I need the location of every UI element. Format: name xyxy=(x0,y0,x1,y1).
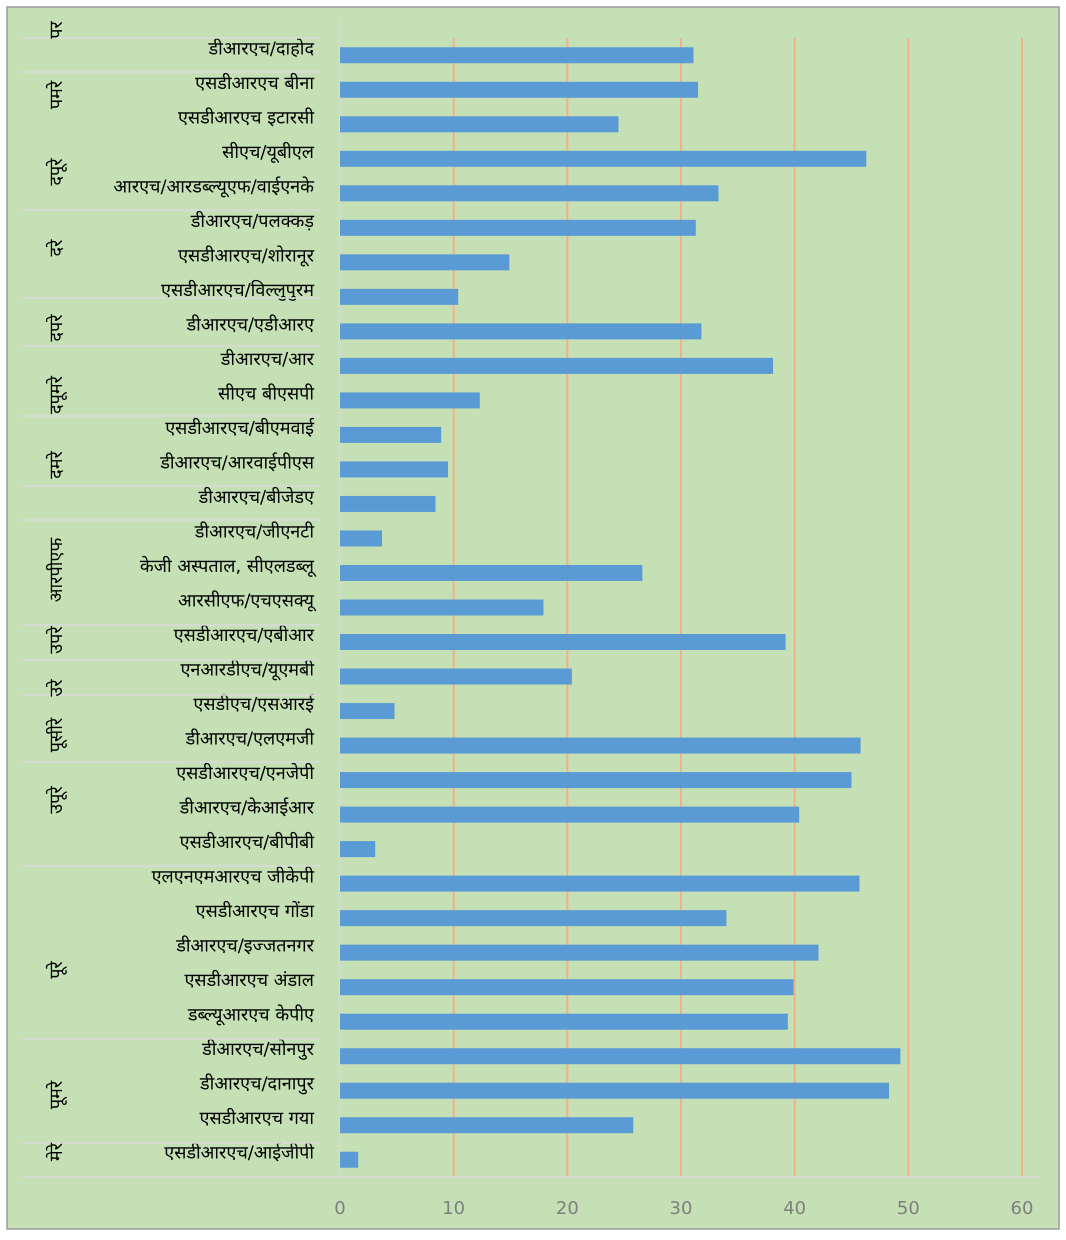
group-label: आरपीएफ xyxy=(45,537,67,603)
group-label: उरे xyxy=(45,679,67,697)
bar xyxy=(340,1048,901,1065)
bar xyxy=(340,944,819,961)
bar xyxy=(340,910,727,927)
bar xyxy=(340,530,383,547)
bar xyxy=(340,288,459,305)
bar xyxy=(340,1117,634,1134)
bar xyxy=(340,81,699,98)
y-tick-label: डीआरएच/सोनपुर xyxy=(201,1038,315,1060)
y-tick-label: एसडीआरएच गोंडा xyxy=(196,900,315,922)
group-label: पमरे xyxy=(45,80,67,109)
bar xyxy=(340,634,786,651)
y-tick-label: आरसीएफ/एचएसक्यू xyxy=(178,590,317,612)
bar xyxy=(340,150,867,167)
group-label: दपरे xyxy=(45,314,67,342)
group-label: दमरे xyxy=(45,451,67,479)
y-tick-label: एसडीआरएच/बीएमवाई xyxy=(165,417,315,439)
y-tick-label: सीएच/यूबीएल xyxy=(222,141,315,163)
bar xyxy=(340,495,436,512)
bar xyxy=(340,1082,890,1099)
x-tick-label: 0 xyxy=(334,1198,345,1219)
y-tick-label: एसडीआरएच अंडाल xyxy=(184,969,314,991)
y-tick-label: केजी अस्पताल, सीएलडब्लू xyxy=(140,555,317,577)
y-tick-label: एनआरडीएच/यूएमबी xyxy=(180,659,314,681)
y-tick-label: डीआरएच/पलक्कड़ xyxy=(190,210,315,232)
bar xyxy=(340,599,544,616)
bar xyxy=(340,772,852,789)
group-label: मेरे xyxy=(45,1142,67,1161)
bar xyxy=(340,392,480,409)
y-tick-label: एसडीआरएच/आईजीपी xyxy=(164,1142,314,1164)
x-tick-label: 20 xyxy=(556,1198,579,1219)
bar xyxy=(340,219,696,236)
y-tick-label: एसडीआरएच बीना xyxy=(195,72,314,94)
group-label: उपूरे xyxy=(45,786,67,814)
y-tick-label: डीआरएच/दाहोद xyxy=(208,37,315,59)
y-tick-label: डीआरएच/दानापुर xyxy=(199,1073,315,1095)
group-label: पूसीरे xyxy=(45,717,67,752)
bar xyxy=(340,1013,788,1030)
y-tick-label: आरएच/आरडब्ल्यूएफ/वाईएनके xyxy=(113,175,315,197)
y-tick-label: एसडीआरएच/शोरानूर xyxy=(178,244,315,266)
x-tick-label: 50 xyxy=(897,1198,920,1219)
bar xyxy=(340,323,702,340)
group-label: पर xyxy=(46,21,67,39)
group-label: पूमरे xyxy=(45,1080,67,1109)
y-tick-label: डीआरएच/इज्जतनगर xyxy=(175,935,314,957)
y-tick-label: डब्ल्यूआरएच केपीए xyxy=(187,1004,315,1026)
bar xyxy=(340,461,448,478)
bar xyxy=(340,254,510,271)
bar xyxy=(340,875,860,892)
x-tick-label: 10 xyxy=(442,1198,465,1219)
bar xyxy=(340,668,572,685)
y-tick-label: डीआरएच/बीजेडए xyxy=(198,486,315,508)
bar xyxy=(340,426,442,443)
y-tick-label: एसडीआरएच/विल्लुपुरम xyxy=(161,279,315,301)
bar xyxy=(340,979,794,996)
y-tick-label: डीआरएच/एडीआरए xyxy=(186,313,316,335)
bar xyxy=(340,357,774,374)
y-tick-label: डीआरएच/आर xyxy=(220,348,315,370)
bar xyxy=(340,564,643,581)
bar xyxy=(340,841,376,858)
y-tick-label: एसडीआरएच गया xyxy=(199,1107,314,1129)
y-tick-label: एसडीएच/एसआरई xyxy=(193,693,315,715)
group-label: पूरे xyxy=(45,961,67,979)
bar xyxy=(340,185,719,202)
bar xyxy=(340,116,619,133)
y-tick-label: सीएच बीएसपी xyxy=(218,382,314,404)
y-tick-label: एसडीआरएच/बीपीबी xyxy=(180,831,315,853)
bar xyxy=(340,806,800,823)
group-label: दरे xyxy=(45,239,67,257)
y-tick-label: डीआरएच/एलएमजी xyxy=(185,728,315,750)
group-label: दपूमरे xyxy=(45,375,67,414)
x-tick-label: 40 xyxy=(783,1198,806,1219)
group-label: दपूरे xyxy=(45,158,67,186)
y-tick-label: एलएनएमआरएच जीकेपी xyxy=(152,866,315,888)
x-tick-label: 30 xyxy=(670,1198,693,1219)
bar xyxy=(340,1151,359,1168)
x-tick-label: 60 xyxy=(1011,1198,1034,1219)
y-tick-label: डीआरएच/जीएनटी xyxy=(194,520,315,542)
group-label: उपरे xyxy=(45,626,67,654)
bar xyxy=(340,703,395,720)
y-tick-label: डीआरएच/केआईआर xyxy=(179,797,315,819)
y-tick-label: एसडीआरएच/एनजेपी xyxy=(176,762,314,784)
bar xyxy=(340,47,694,64)
bar xyxy=(340,737,861,754)
y-tick-label: डीआरएच/आरवाईपीएस xyxy=(159,451,315,473)
y-tick-label: एसडीआरएच इटारसी xyxy=(178,106,314,128)
y-tick-label: एसडीआरएच/एबीआर xyxy=(174,624,315,646)
